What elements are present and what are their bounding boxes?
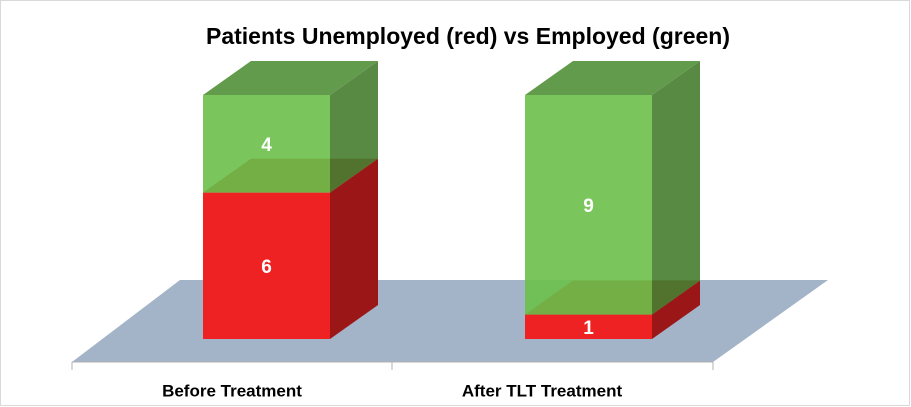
x-tick-label: Before Treatment (162, 381, 302, 400)
bar-side (652, 61, 700, 315)
bar-top (525, 61, 700, 95)
bar (203, 95, 330, 193)
bar-top (203, 61, 378, 95)
data-label: 9 (583, 196, 594, 217)
bar (525, 314, 652, 339)
bar-side (652, 280, 700, 339)
x-tick-label: After TLT Treatment (462, 381, 623, 400)
bar (525, 95, 652, 315)
bar-side (330, 61, 378, 193)
bar (203, 192, 330, 339)
data-label: 4 (261, 135, 272, 156)
floor (72, 280, 828, 362)
chart-title: Patients Unemployed (red) vs Employed (g… (206, 23, 730, 49)
bar-side (330, 158, 378, 339)
data-label: 6 (261, 257, 272, 278)
data-label: 1 (583, 318, 594, 339)
